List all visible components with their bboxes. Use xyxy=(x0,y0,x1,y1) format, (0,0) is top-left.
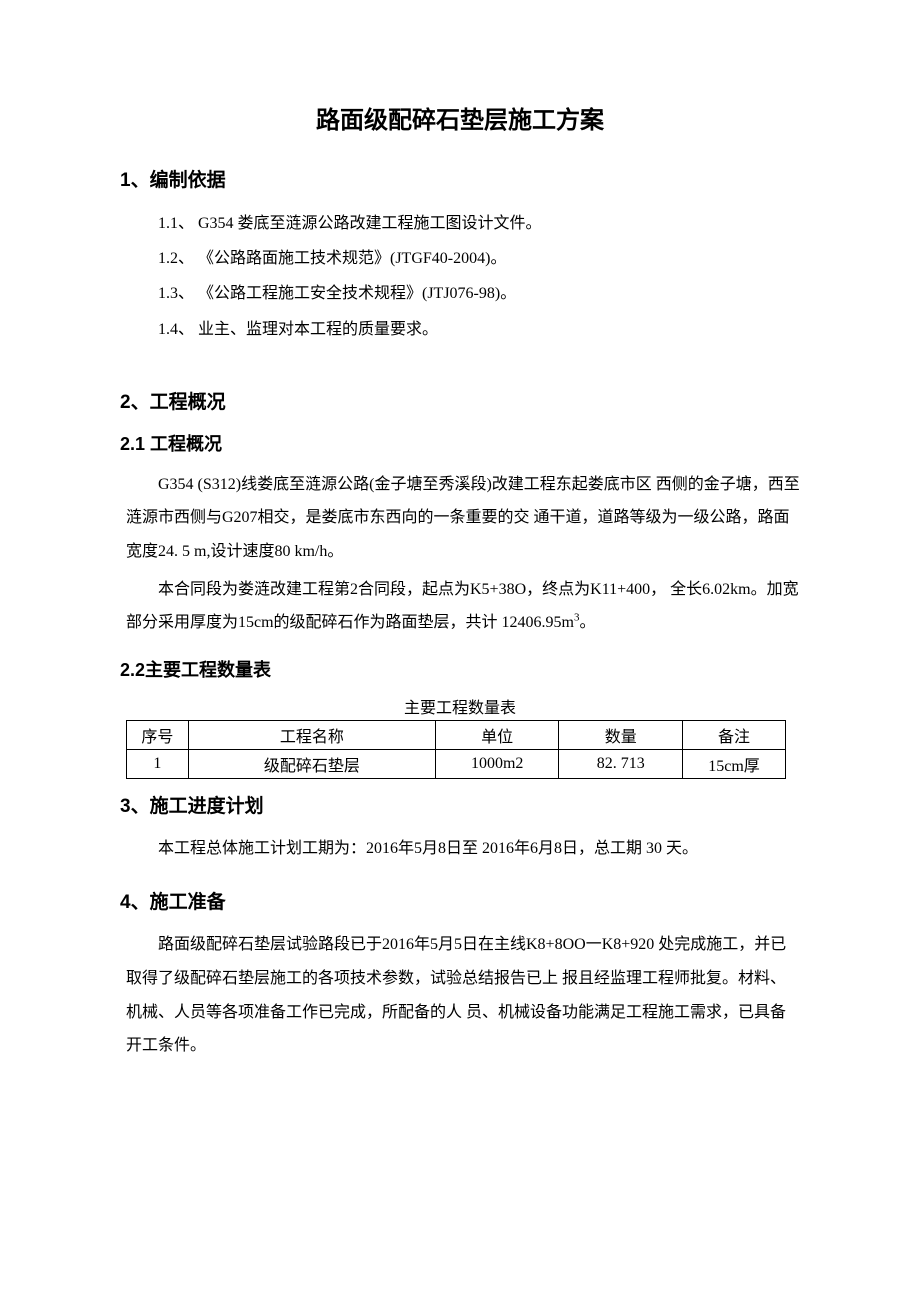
td-unit: 1000m2 xyxy=(435,749,559,778)
section-1-heading: 1、编制依据 xyxy=(120,165,800,192)
th-name: 工程名称 xyxy=(188,720,435,749)
section-2-1-heading: 2.1 工程概况 xyxy=(120,430,800,456)
document-title: 路面级配碎石垫层施工方案 xyxy=(120,100,800,135)
overview-para-2: 本合同段为娄涟改建工程第2合同段，起点为K5+38O，终点为K11+400， 全… xyxy=(120,573,800,640)
basis-item-3: 1.3、 《公路工程施工安全技术规程》(JTJ076-98)。 xyxy=(120,276,800,311)
td-name: 级配碎石垫层 xyxy=(188,749,435,778)
table-row: 1 级配碎石垫层 1000m2 82. 713 15cm厚 xyxy=(127,749,786,778)
th-qty: 数量 xyxy=(559,720,683,749)
td-qty: 82. 713 xyxy=(559,749,683,778)
table-caption: 主要工程数量表 xyxy=(120,694,800,718)
overview-para-2-end: 。 xyxy=(580,614,596,631)
th-remark: 备注 xyxy=(683,720,786,749)
quantity-table: 序号 工程名称 单位 数量 备注 1 级配碎石垫层 1000m2 82. 713… xyxy=(126,720,786,779)
overview-para-1: G354 (S312)线娄底至涟源公路(金子塘至秀溪段)改建工程东起娄底市区 西… xyxy=(120,468,800,569)
th-seq: 序号 xyxy=(127,720,189,749)
preparation-para: 路面级配碎石垫层试验路段已于2016年5月5日在主线K8+8OO一K8+920 … xyxy=(120,928,800,1062)
overview-para-2-prefix: 本合同段为娄涟改建工程第2合同段，起点为K5+38O，终点为K11+400， 全… xyxy=(126,581,799,632)
th-unit: 单位 xyxy=(435,720,559,749)
section-3-heading: 3、施工进度计划 xyxy=(120,791,800,818)
table-header-row: 序号 工程名称 单位 数量 备注 xyxy=(127,720,786,749)
basis-item-2: 1.2、 《公路路面施工技术规范》(JTGF40-2004)。 xyxy=(120,241,800,276)
section-2-2-heading: 2.2主要工程数量表 xyxy=(120,656,800,682)
basis-item-4: 1.4、 业主、监理对本工程的质量要求。 xyxy=(120,312,800,347)
td-remark: 15cm厚 xyxy=(683,749,786,778)
section-4-heading: 4、施工准备 xyxy=(120,887,800,914)
td-seq: 1 xyxy=(127,749,189,778)
section-2-heading: 2、工程概况 xyxy=(120,387,800,414)
schedule-para: 本工程总体施工计划工期为：2016年5月8日至 2016年6月8日，总工期 30… xyxy=(120,832,800,866)
basis-item-1: 1.1、 G354 娄底至涟源公路改建工程施工图设计文件。 xyxy=(120,206,800,241)
